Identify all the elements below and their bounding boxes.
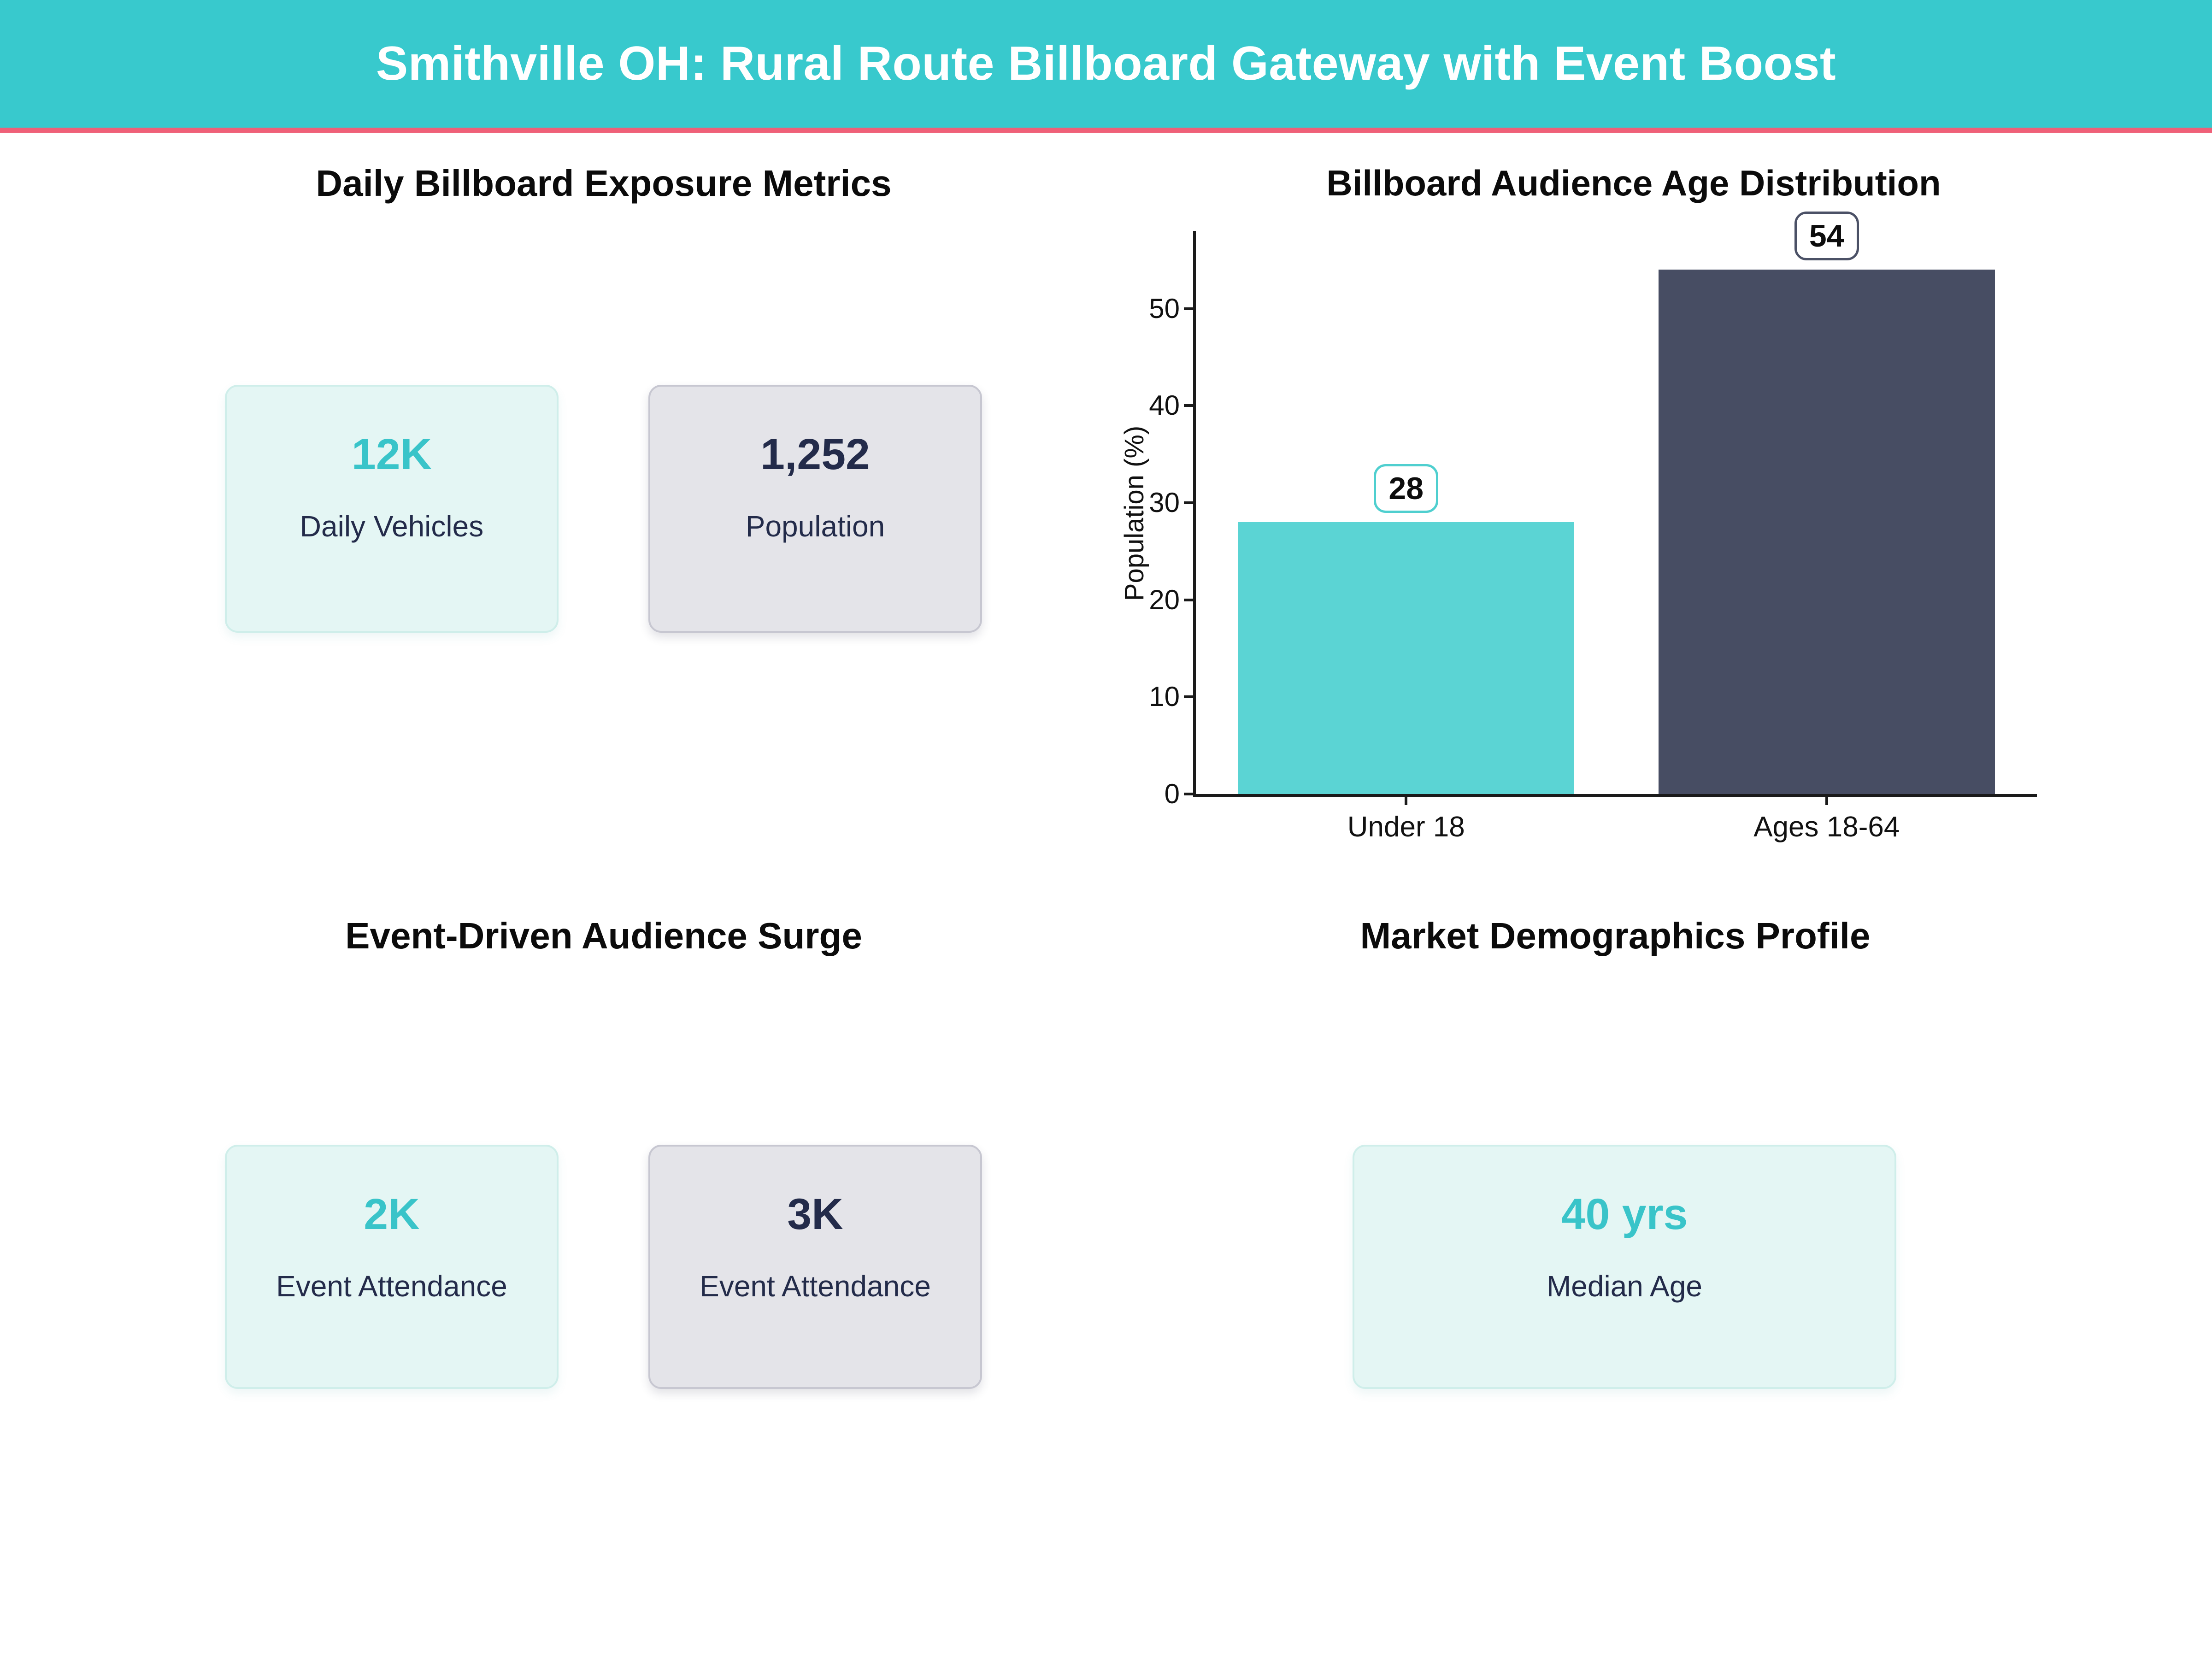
section-title-exposure: Daily Billboard Exposure Metrics [316, 163, 892, 204]
y-tick-mark [1184, 793, 1193, 795]
stat-label-daily-vehicles: Daily Vehicles [300, 510, 484, 543]
x-tick-mark [1825, 797, 1828, 805]
y-tick-mark [1184, 307, 1193, 310]
stat-label-event-attendance-2: Event Attendance [700, 1270, 931, 1303]
bar-value-label: 28 [1374, 464, 1439, 513]
stat-value-event-attendance-2: 3K [787, 1190, 843, 1239]
y-tick-mark [1184, 501, 1193, 504]
stat-value-event-attendance-1: 2K [364, 1190, 420, 1239]
y-tick-label: 30 [1149, 487, 1180, 518]
y-tick-mark [1184, 695, 1193, 699]
stat-value-population: 1,252 [760, 430, 870, 479]
age-chart-plot: 0 10 20 30 40 50 28 Under 18 54 Ages 18-64 [1149, 212, 2037, 843]
x-tick-mark [1405, 797, 1408, 805]
section-title-surge: Event-Driven Audience Surge [345, 915, 862, 956]
y-tick-label: 50 [1149, 293, 1180, 324]
stat-card-event-attendance-2: 3K Event Attendance [648, 1145, 982, 1389]
y-tick-label: 0 [1164, 778, 1180, 809]
bar-value-label: 54 [1794, 212, 1859, 261]
header-banner: Smithville OH: Rural Route Billboard Gat… [0, 0, 2212, 128]
section-title-age-distribution: Billboard Audience Age Distribution [1326, 163, 1941, 203]
header-accent-stripe [0, 128, 2212, 133]
stat-card-population: 1,252 Population [648, 385, 982, 633]
y-tick-mark [1184, 404, 1193, 407]
y-tick-label: 40 [1149, 390, 1180, 421]
stat-label-event-attendance-1: Event Attendance [276, 1270, 507, 1303]
page-title: Smithville OH: Rural Route Billboard Gat… [376, 37, 1836, 90]
stat-label-median-age: Median Age [1546, 1270, 1703, 1303]
stat-label-population: Population [745, 510, 885, 543]
x-axis-category-label: Ages 18-64 [1753, 811, 1900, 843]
section-title-demographics: Market Demographics Profile [1360, 915, 1871, 956]
y-tick-label: 20 [1149, 584, 1180, 615]
age-bar [1658, 270, 1995, 794]
stat-card-event-attendance-1: 2K Event Attendance [225, 1145, 559, 1389]
x-axis-category-label: Under 18 [1347, 811, 1465, 843]
stat-value-daily-vehicles: 12K [351, 430, 432, 479]
age-bar [1238, 522, 1575, 794]
stat-card-daily-vehicles: 12K Daily Vehicles [225, 385, 559, 633]
y-tick-mark [1184, 598, 1193, 601]
stat-value-median-age: 40 yrs [1561, 1190, 1688, 1239]
stat-card-median-age: 40 yrs Median Age [1353, 1145, 1896, 1389]
y-tick-label: 10 [1149, 681, 1180, 712]
